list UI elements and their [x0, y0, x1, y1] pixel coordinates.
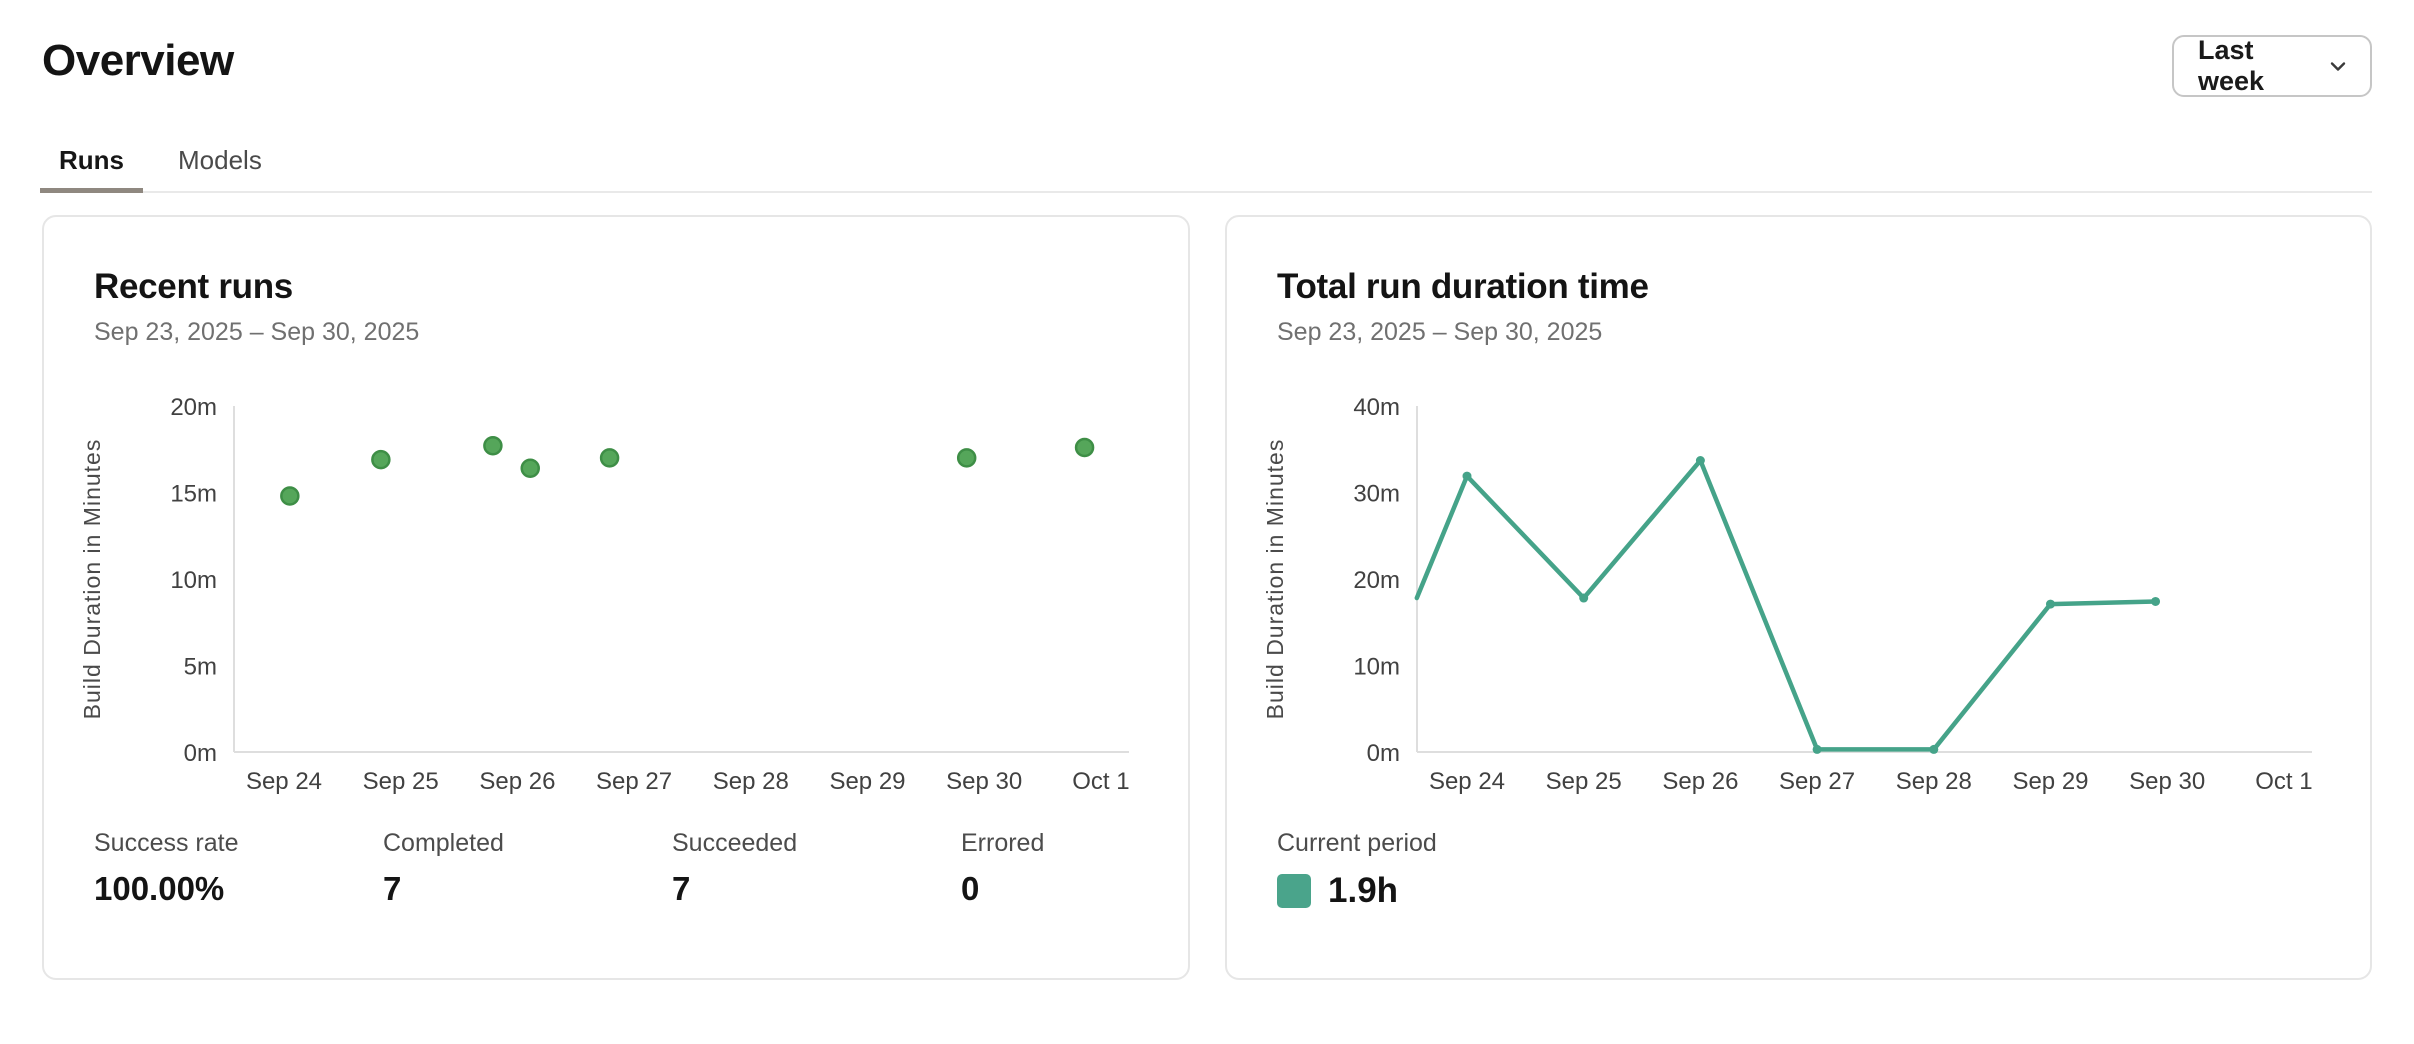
- line-point[interactable]: [2151, 596, 2161, 606]
- y-tick-label: 0m: [184, 740, 217, 767]
- x-tick-label: Sep 28: [713, 768, 789, 795]
- x-tick-label: Sep 26: [479, 768, 555, 795]
- legend-label: Current period: [1277, 829, 1437, 857]
- chevron-down-icon: [2326, 54, 2350, 78]
- period-selector-label: Last week: [2198, 35, 2265, 96]
- stat-value: 100.00%: [94, 870, 225, 907]
- x-tick-label: Oct 1: [1072, 768, 1129, 795]
- x-tick-label: Sep 25: [1546, 768, 1622, 795]
- stat-value: 7: [672, 870, 691, 907]
- scatter-point[interactable]: [599, 448, 620, 468]
- x-tick-label: Sep 25: [363, 768, 439, 795]
- card-date-range: Sep 23, 2025 – Sep 30, 2025: [94, 318, 420, 346]
- y-tick-label: 15m: [170, 481, 217, 508]
- x-tick-label: Oct 1: [2255, 768, 2312, 795]
- scatter-point[interactable]: [1074, 437, 1095, 458]
- stat-success-rate: Success rate 100.00%: [94, 829, 383, 908]
- x-tick-label: Sep 30: [2129, 768, 2205, 795]
- stat-completed: Completed 7: [383, 829, 672, 908]
- line-point[interactable]: [1579, 593, 1589, 603]
- scatter-point[interactable]: [280, 486, 300, 506]
- x-tick-label: Sep 24: [246, 768, 322, 795]
- stat-value: 0: [961, 870, 980, 907]
- y-tick-label: 40m: [1353, 394, 1400, 421]
- y-axis-label: Build Duration in Minutes: [1262, 439, 1288, 720]
- card-title: Recent runs: [94, 267, 293, 306]
- line-point[interactable]: [1812, 744, 1822, 754]
- scatter-point[interactable]: [956, 448, 977, 468]
- stat-errored: Errored 0: [961, 829, 1250, 908]
- x-tick-label: Sep 30: [946, 768, 1022, 795]
- recent-runs-scatter-chart: 0m 5m 10m 15m 20m Sep 24 Sep 25 Sep 26 Sep 27 Sep…: [79, 394, 1130, 795]
- page-title: Overview: [42, 36, 234, 85]
- x-tick-label: Sep 29: [2012, 768, 2088, 795]
- stat-label: Success rate: [94, 829, 239, 857]
- stat-value: 7: [383, 870, 402, 907]
- chart-legend: Current period 1.9h: [1277, 829, 1437, 911]
- legend-value: 1.9h: [1328, 871, 1399, 910]
- scatter-point[interactable]: [371, 449, 391, 470]
- y-tick-label: 5m: [184, 654, 217, 681]
- x-tick-label: Sep 29: [829, 768, 905, 795]
- recent-runs-card: Recent runs Sep 23, 2025 – Sep 30, 2025 …: [42, 215, 1190, 980]
- y-tick-label: 10m: [170, 567, 217, 594]
- line-point[interactable]: [1929, 744, 1939, 754]
- tab-runs[interactable]: Runs: [40, 139, 143, 193]
- x-tick-label: Sep 27: [596, 768, 672, 795]
- line-point[interactable]: [1695, 455, 1705, 465]
- scatter-point[interactable]: [483, 436, 503, 456]
- run-stats-row: Success rate 100.00% Completed 7 Succeed…: [94, 829, 1250, 908]
- period-selector-dropdown[interactable]: Last week: [2172, 35, 2372, 97]
- y-tick-label: 0m: [1367, 740, 1400, 767]
- y-tick-label: 10m: [1353, 654, 1400, 681]
- x-tick-label: Sep 28: [1896, 768, 1972, 795]
- card-title: Total run duration time: [1277, 267, 1649, 306]
- stat-label: Succeeded: [672, 829, 798, 857]
- x-tick-label: Sep 27: [1779, 768, 1855, 795]
- tab-models[interactable]: Models: [178, 145, 262, 175]
- y-tick-label: 20m: [1353, 567, 1400, 594]
- y-tick-label: 30m: [1353, 481, 1400, 508]
- legend-row: 1.9h: [1277, 871, 1437, 911]
- total-run-duration-card: Total run duration time Sep 23, 2025 – S…: [1225, 215, 2372, 980]
- duration-line-chart: 0m 10m 20m 30m 40m Sep 24 Sep 25 Sep 26 Sep 27 Se…: [1262, 394, 2313, 795]
- stat-succeeded: Succeeded 7: [672, 829, 961, 908]
- duration-line-series: [1414, 458, 2158, 752]
- line-point[interactable]: [2046, 599, 2055, 609]
- scatter-point[interactable]: [520, 458, 540, 479]
- legend-swatch: [1277, 874, 1311, 908]
- y-tick-label: 20m: [170, 394, 217, 421]
- y-axis-label: Build Duration in Minutes: [79, 439, 105, 720]
- x-tick-label: Sep 26: [1662, 768, 1738, 795]
- stat-label: Errored: [961, 829, 1045, 857]
- x-tick-label: Sep 24: [1429, 768, 1505, 795]
- tab-bar: Runs Models: [40, 139, 2372, 193]
- stat-label: Completed: [383, 829, 504, 857]
- card-date-range: Sep 23, 2025 – Sep 30, 2025: [1277, 318, 1603, 346]
- line-point[interactable]: [1462, 471, 1472, 481]
